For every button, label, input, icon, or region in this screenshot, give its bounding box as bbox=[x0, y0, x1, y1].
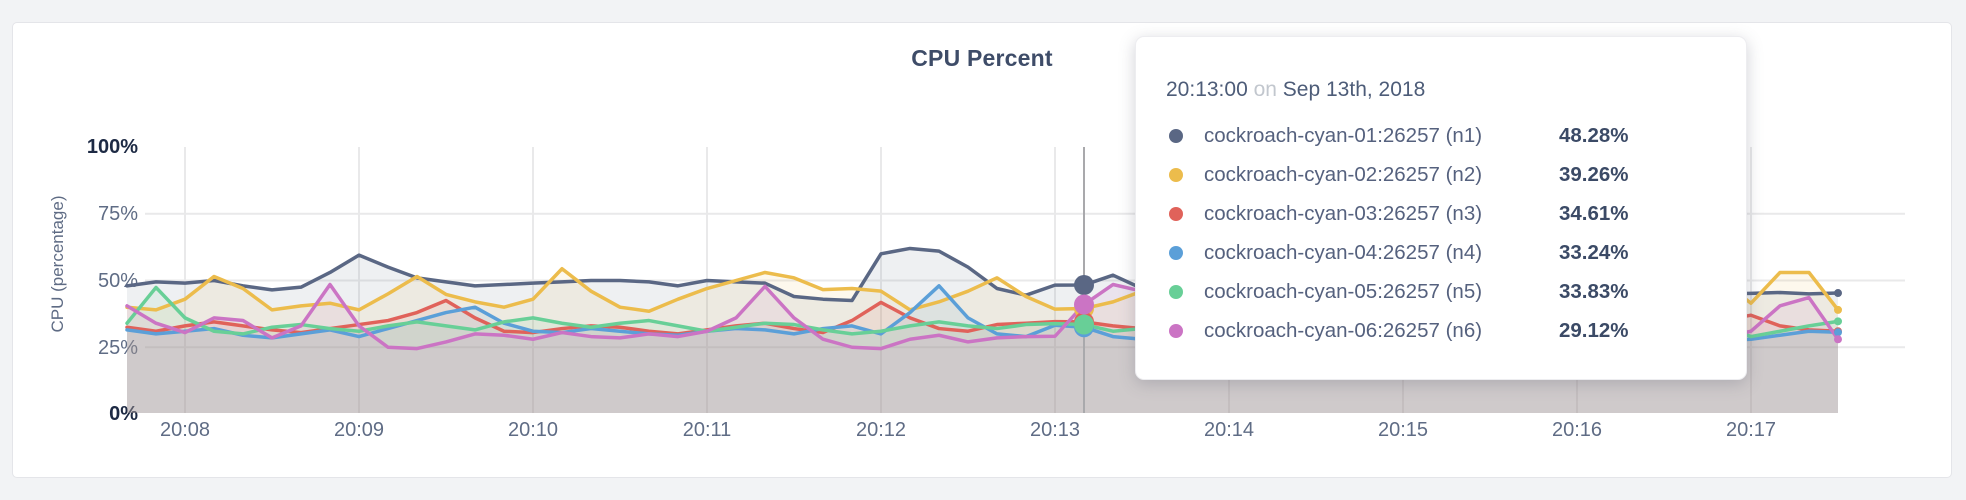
series-value: 48.28% bbox=[1559, 123, 1629, 147]
series-label: cockroach-cyan-02:26257 (n2) bbox=[1204, 162, 1483, 186]
series-color-dot-n5 bbox=[1169, 284, 1183, 299]
tooltip-time: 20:13:00 bbox=[1166, 78, 1248, 101]
tooltip-conjunction: on bbox=[1253, 78, 1277, 101]
x-tick-2015: 20:15 bbox=[1377, 419, 1429, 441]
x-tick-2010: 20:10 bbox=[507, 419, 559, 441]
series-label: cockroach-cyan-04:26257 (n4) bbox=[1204, 240, 1483, 264]
x-tick-2009: 20:09 bbox=[333, 419, 385, 441]
tooltip-row: cockroach-cyan-01:26257 (n1) 48.28% bbox=[1166, 116, 1722, 155]
x-tick-2014: 20:14 bbox=[1203, 419, 1255, 441]
series-label: cockroach-cyan-03:26257 (n3) bbox=[1204, 201, 1483, 225]
hover-tooltip: 20:13:00 on Sep 13th, 2018 cockroach-cya… bbox=[1135, 36, 1747, 380]
series-value: 39.26% bbox=[1559, 162, 1629, 186]
x-tick-2008: 20:08 bbox=[159, 419, 211, 441]
tooltip-date: Sep 13th, 2018 bbox=[1282, 78, 1426, 101]
series-label: cockroach-cyan-05:26257 (n5) bbox=[1204, 279, 1483, 303]
chart-title: CPU Percent bbox=[911, 45, 1053, 71]
tooltip-row: cockroach-cyan-04:26257 (n4) 33.24% bbox=[1166, 233, 1722, 272]
tooltip-row: cockroach-cyan-06:26257 (n6) 29.12% bbox=[1166, 311, 1722, 350]
series-color-dot-n3 bbox=[1169, 206, 1183, 221]
series-color-dot-n4 bbox=[1169, 245, 1183, 260]
x-tick-2012: 20:12 bbox=[855, 419, 907, 441]
series-label: cockroach-cyan-06:26257 (n6) bbox=[1204, 318, 1483, 342]
tooltip-row: cockroach-cyan-05:26257 (n5) 33.83% bbox=[1166, 272, 1722, 311]
x-tick-2013: 20:13 bbox=[1029, 419, 1081, 441]
x-tick-2017: 20:17 bbox=[1725, 419, 1777, 441]
series-color-dot-n2 bbox=[1169, 167, 1183, 182]
x-tick-2016: 20:16 bbox=[1551, 419, 1603, 441]
y-tick-25: 25% bbox=[97, 337, 138, 359]
series-label: cockroach-cyan-01:26257 (n1) bbox=[1204, 123, 1483, 147]
series-value: 34.61% bbox=[1559, 201, 1629, 225]
y-tick-100: 100% bbox=[86, 136, 138, 158]
y-tick-75: 75% bbox=[97, 203, 138, 225]
series-color-dot-n6 bbox=[1169, 323, 1183, 338]
tooltip-row: cockroach-cyan-03:26257 (n3) 34.61% bbox=[1166, 194, 1722, 233]
series-value: 33.83% bbox=[1559, 279, 1629, 303]
series-value: 29.12% bbox=[1559, 318, 1629, 342]
series-color-dot-n1 bbox=[1169, 128, 1183, 143]
series-value: 33.24% bbox=[1559, 240, 1629, 264]
y-tick-0: 0% bbox=[109, 403, 138, 425]
x-tick-2011: 20:11 bbox=[682, 419, 732, 441]
tooltip-row: cockroach-cyan-02:26257 (n2) 39.26% bbox=[1166, 155, 1722, 194]
tooltip-header: 20:13:00 on Sep 13th, 2018 bbox=[1166, 77, 1722, 103]
